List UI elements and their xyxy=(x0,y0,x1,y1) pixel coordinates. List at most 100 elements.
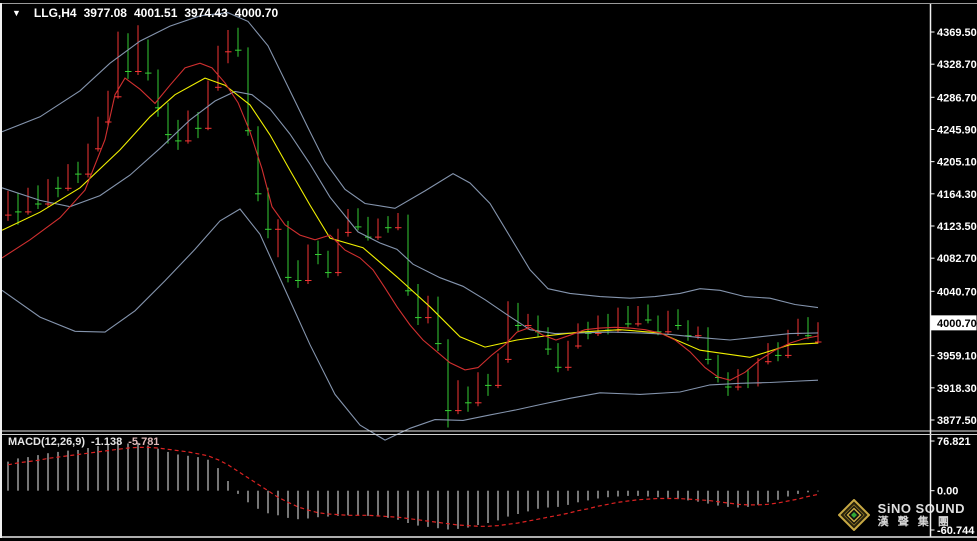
current-price-tag xyxy=(930,315,977,331)
quote-close: 4000.70 xyxy=(234,6,279,20)
candle-body xyxy=(305,280,312,281)
sino-sound-diamond-icon xyxy=(837,499,870,531)
candle-body xyxy=(495,384,502,386)
watermark-brand-text: SiNO SOUND xyxy=(877,500,965,516)
candle-body xyxy=(125,71,132,72)
candle-body xyxy=(535,331,542,333)
candle-body xyxy=(15,211,22,213)
candle-body xyxy=(395,227,402,229)
candle-body xyxy=(765,361,772,363)
candle-body xyxy=(75,173,82,175)
candle-body xyxy=(335,272,342,274)
candle-body xyxy=(315,254,322,255)
candle-body xyxy=(5,214,12,216)
price-axis-label[interactable]: 3918.30 xyxy=(937,383,977,395)
candle-body xyxy=(605,329,612,331)
window-top-border xyxy=(0,3,977,4)
candle-body xyxy=(285,276,292,278)
candle-body xyxy=(275,228,282,230)
candle-body xyxy=(565,366,572,368)
macd-axis-label[interactable]: 76.821 xyxy=(937,436,971,448)
candle-body xyxy=(465,402,472,404)
price-axis-label[interactable]: 4123.50 xyxy=(937,221,977,233)
price-axis-label[interactable]: 4245.90 xyxy=(937,124,977,136)
candle-body xyxy=(645,319,652,321)
candle-body xyxy=(455,410,462,412)
candle-body xyxy=(445,410,452,412)
candle-body xyxy=(725,386,732,388)
candle-body xyxy=(155,107,162,109)
candle-body xyxy=(145,72,152,74)
candle-body xyxy=(815,341,822,343)
candle-body xyxy=(425,317,432,319)
candle-body xyxy=(745,382,752,384)
sino-sound-watermark: SiNO SOUND 漢 聲 集 團 xyxy=(837,499,965,531)
price-axis-label[interactable]: 4164.30 xyxy=(937,189,977,201)
candle-body xyxy=(555,366,562,368)
candle-body xyxy=(635,323,642,325)
window-left-border xyxy=(0,3,2,538)
candle-body xyxy=(105,121,112,123)
quote-high: 4001.51 xyxy=(133,6,178,20)
candle-body xyxy=(735,386,742,388)
candle-body xyxy=(35,203,42,205)
macd-axis-label[interactable]: 0.00 xyxy=(937,486,958,498)
price-axis-label[interactable]: 4040.70 xyxy=(937,286,977,298)
candle-body xyxy=(115,96,122,98)
ma-fast-red-line xyxy=(1,62,819,381)
price-axis-label[interactable]: 4286.70 xyxy=(937,92,977,104)
candle-body xyxy=(805,335,812,337)
candle-body xyxy=(255,193,262,195)
price-axis-label[interactable]: 3877.50 xyxy=(937,415,977,427)
candle-body xyxy=(45,203,52,205)
price-axis-label[interactable]: 4369.50 xyxy=(937,27,977,39)
candle-body xyxy=(365,236,372,238)
price-axis-label[interactable]: 4082.70 xyxy=(937,253,977,265)
watermark-brand-cn-text: 漢 聲 集 團 xyxy=(877,515,952,528)
candle-body xyxy=(265,228,272,230)
candle-body xyxy=(225,51,232,53)
candle-body xyxy=(385,227,392,229)
candle-body xyxy=(235,49,242,51)
price-axis-label[interactable]: 4205.10 xyxy=(937,157,977,169)
candle-body xyxy=(595,332,602,334)
candle-body xyxy=(665,331,672,333)
candle-body xyxy=(795,332,802,334)
candle-body xyxy=(175,140,182,142)
candle-body xyxy=(325,272,332,274)
candle-body xyxy=(655,331,662,333)
symbol-dropdown-icon[interactable]: ▼ xyxy=(12,8,21,18)
candle-body xyxy=(705,358,712,360)
candle-body xyxy=(545,348,552,350)
candle-body xyxy=(475,402,482,404)
candle-body xyxy=(375,236,382,238)
chart-header: ▼ LLG,H4 3977.08 4001.51 3974.43 4000.70 xyxy=(12,6,278,20)
candle-body xyxy=(165,134,172,136)
price-axis-label[interactable]: 3959.10 xyxy=(937,351,977,363)
candle-body xyxy=(85,173,92,175)
candle-body xyxy=(785,354,792,356)
candle-body xyxy=(435,343,442,345)
macd-signal-line xyxy=(7,446,819,527)
candle-body xyxy=(355,226,362,228)
bollinger-upper-line xyxy=(1,12,819,309)
candle-body xyxy=(245,130,252,132)
candle-body xyxy=(675,325,682,326)
candle-body xyxy=(205,127,212,129)
candle-body xyxy=(615,329,622,331)
bollinger-lower-line xyxy=(1,208,819,441)
candle-body xyxy=(715,377,722,378)
candle-body xyxy=(695,335,702,337)
candle-body xyxy=(625,323,632,325)
candle-body xyxy=(65,187,72,189)
candle-body xyxy=(55,187,62,189)
macd-name: MACD(12,26,9) xyxy=(8,436,86,448)
macd-signal-value: -5.781 xyxy=(128,436,160,448)
candle-body xyxy=(485,384,492,386)
candle-body xyxy=(25,211,32,213)
bollinger-middle-line xyxy=(1,90,819,341)
candle-body xyxy=(95,148,102,150)
price-axis-label[interactable]: 4328.70 xyxy=(937,59,977,71)
